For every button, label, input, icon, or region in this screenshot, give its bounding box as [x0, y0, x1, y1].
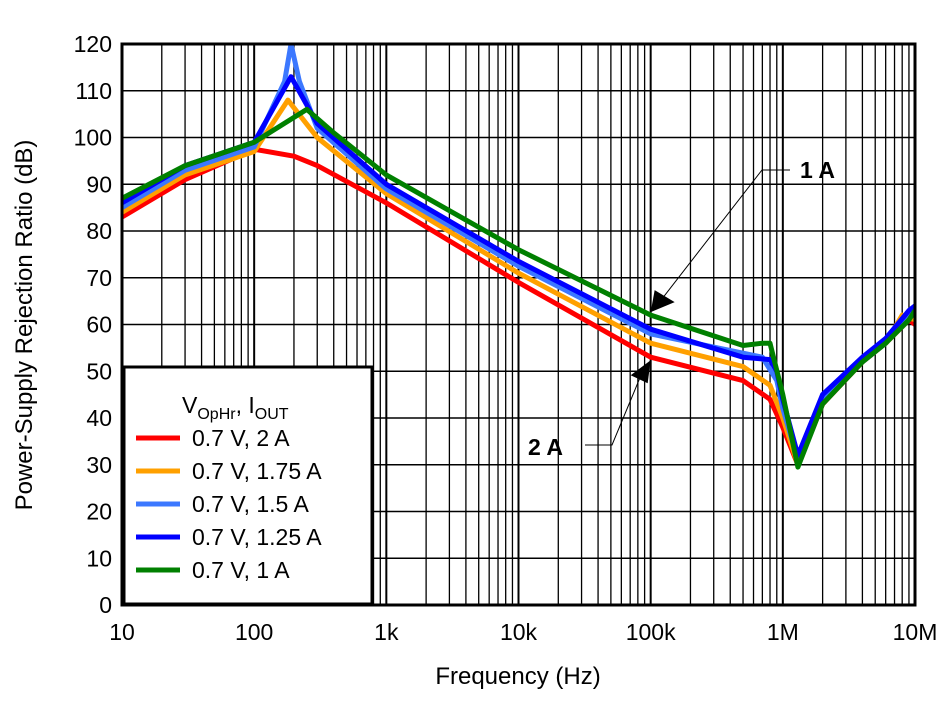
legend: VOpHr, IOUT 0.7 V, 2 A 0.7 V, 1.75 A 0.7 V… — [122, 365, 374, 606]
y-tick-label: 30 — [86, 452, 112, 478]
x-tick-label: 1M — [767, 619, 799, 645]
arrow-head — [650, 290, 675, 313]
y-tick-label: 40 — [86, 405, 112, 431]
annotation-label: 2 A — [528, 434, 563, 460]
y-tick-label: 10 — [86, 545, 112, 571]
y-tick-label: 20 — [86, 499, 112, 525]
x-tick-label: 100k — [626, 619, 676, 645]
plot-frame — [120, 42, 917, 607]
series-line — [122, 74, 915, 458]
y-tick-label: 50 — [86, 358, 112, 384]
y-axis-label: Power-Supply Rejection Ratio (dB) — [11, 140, 38, 511]
y-tick-label: 80 — [86, 218, 112, 244]
y-tick-label: 120 — [74, 31, 112, 57]
legend-entry: 0.7 V, 1.5 A — [192, 491, 309, 517]
annotation-label: 1 A — [800, 157, 835, 183]
legend-entry: 0.7 V, 2 A — [192, 425, 290, 451]
y-tick-label: 0 — [99, 592, 112, 618]
series-line — [122, 106, 915, 470]
annotation-leader — [658, 169, 790, 304]
x-tick-label: 10M — [893, 619, 938, 645]
annotations: 1 A 2 A — [528, 157, 835, 460]
y-tick-label: 60 — [86, 312, 112, 338]
arrow-head — [630, 360, 651, 384]
legend-entry: 0.7 V, 1.25 A — [192, 524, 322, 550]
y-tick-label: 70 — [86, 265, 112, 291]
x-tick-label: 10k — [500, 619, 538, 645]
y-tick-label: 100 — [74, 125, 112, 151]
legend-box — [122, 365, 374, 606]
y-tick-label: 110 — [75, 78, 112, 104]
legend-entry: 0.7 V, 1 A — [192, 557, 290, 583]
y-tick-label: 90 — [86, 171, 112, 197]
x-tick-label: 1k — [374, 619, 399, 645]
annotation-leader — [585, 371, 644, 446]
x-axis-label: Frequency (Hz) — [435, 663, 600, 690]
x-tick-label: 100 — [235, 619, 273, 645]
legend-title: VOpHr, IOUT — [182, 392, 289, 423]
x-tick-label: 10 — [109, 619, 135, 645]
series-group — [122, 44, 915, 470]
legend-entry: 0.7 V, 1.75 A — [192, 458, 322, 484]
